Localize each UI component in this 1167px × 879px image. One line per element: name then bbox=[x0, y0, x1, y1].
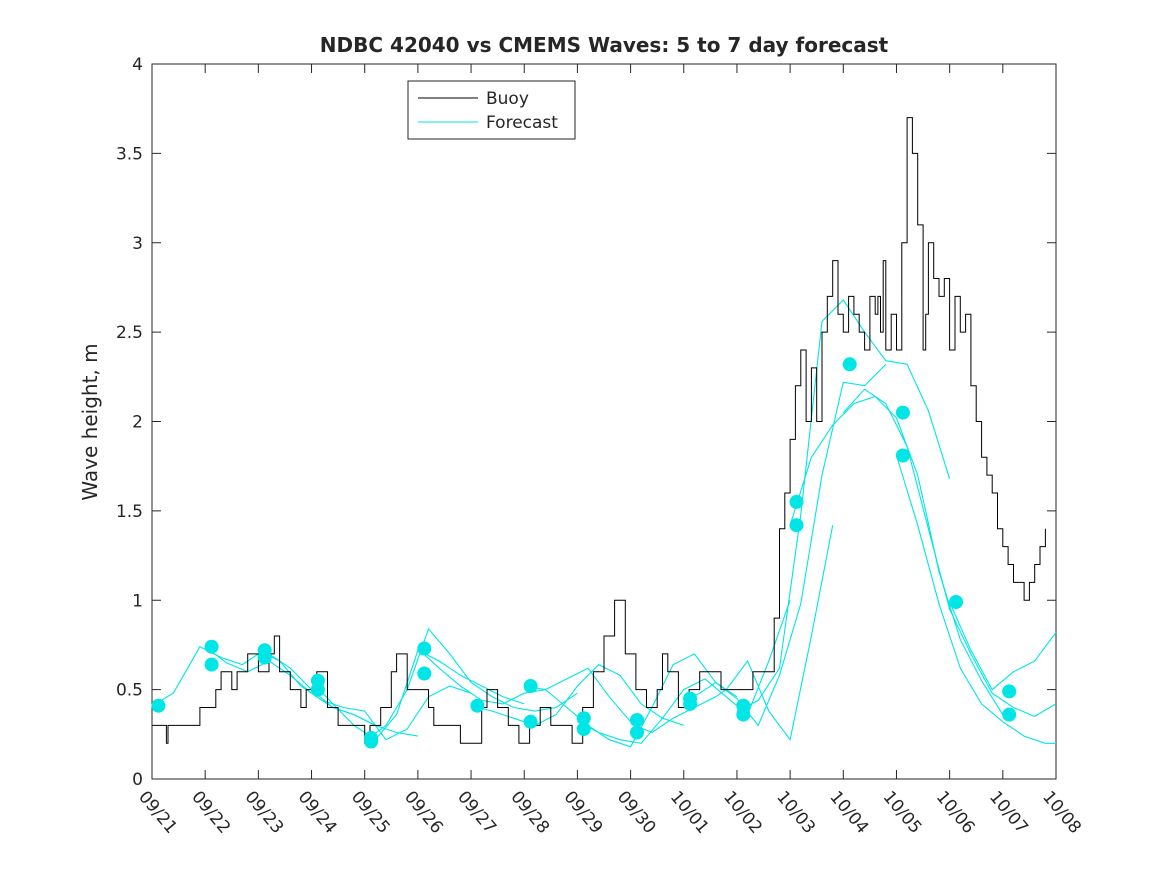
forecast-start-marker bbox=[736, 707, 751, 722]
forecast-start-marker bbox=[630, 713, 644, 727]
forecast-start-marker bbox=[470, 698, 485, 713]
forecast-series-line bbox=[683, 363, 887, 727]
buoy-series-line bbox=[152, 117, 1046, 744]
forecast-series-line bbox=[364, 627, 578, 742]
forecast-start-marker bbox=[842, 357, 857, 372]
y-tick-label: 0.5 bbox=[116, 681, 143, 701]
forecast-start-marker bbox=[364, 730, 379, 745]
forecast-series-line bbox=[470, 663, 684, 726]
y-tick-label: 3 bbox=[132, 234, 143, 254]
legend-forecast-label: Forecast bbox=[486, 113, 558, 133]
forecast-start-marker bbox=[1002, 707, 1017, 722]
forecast-start-marker bbox=[204, 657, 219, 672]
legend-buoy-label: Buoy bbox=[486, 89, 529, 109]
forecast-series-line bbox=[736, 299, 951, 712]
forecast-series-line bbox=[577, 600, 791, 744]
y-tick-label: 2.5 bbox=[116, 323, 143, 343]
forecast-start-marker bbox=[417, 666, 432, 681]
forecast-start-marker bbox=[151, 698, 166, 713]
forecast-start-marker bbox=[630, 725, 644, 740]
y-tick-label: 0 bbox=[132, 770, 143, 790]
forecast-series-line bbox=[949, 601, 1057, 691]
forecast-start-marker bbox=[576, 711, 591, 726]
forecast-series-line bbox=[789, 395, 1004, 715]
forecast-start-marker bbox=[417, 641, 432, 656]
forecast-start-marker bbox=[257, 650, 272, 665]
forecast-start-marker bbox=[523, 679, 538, 693]
forecast-start-marker bbox=[523, 714, 538, 729]
forecast-series-line bbox=[258, 649, 472, 741]
y-tick-label: 2 bbox=[132, 413, 143, 433]
y-tick-label: 1.5 bbox=[116, 502, 143, 522]
legend-box bbox=[407, 80, 576, 140]
y-tick-label: 1 bbox=[132, 591, 143, 611]
forecast-start-marker bbox=[683, 696, 698, 711]
forecast-start-marker bbox=[576, 722, 591, 736]
y-axis-label: Wave height, m bbox=[78, 343, 102, 500]
legend[interactable]: Buoy Forecast bbox=[407, 80, 576, 140]
forecast-start-marker bbox=[895, 405, 910, 420]
y-tick-label: 3.5 bbox=[116, 144, 143, 164]
forecast-start-marker bbox=[789, 518, 804, 533]
chart-title: NDBC 42040 vs CMEMS Waves: 5 to 7 day fo… bbox=[320, 33, 889, 57]
forecast-series-line bbox=[524, 653, 738, 748]
forecast-series-line bbox=[895, 455, 1056, 744]
forecast-start-marker bbox=[895, 448, 910, 463]
forecast-start-marker bbox=[310, 682, 325, 697]
forecast-start-marker bbox=[949, 595, 963, 609]
forecast-start-marker bbox=[789, 494, 804, 509]
forecast-series-line bbox=[417, 648, 632, 723]
forecast-start-marker bbox=[204, 639, 219, 654]
y-tick-label: 4 bbox=[132, 55, 143, 75]
forecast-start-marker bbox=[1002, 684, 1017, 699]
forecast-series-line bbox=[842, 388, 1057, 718]
